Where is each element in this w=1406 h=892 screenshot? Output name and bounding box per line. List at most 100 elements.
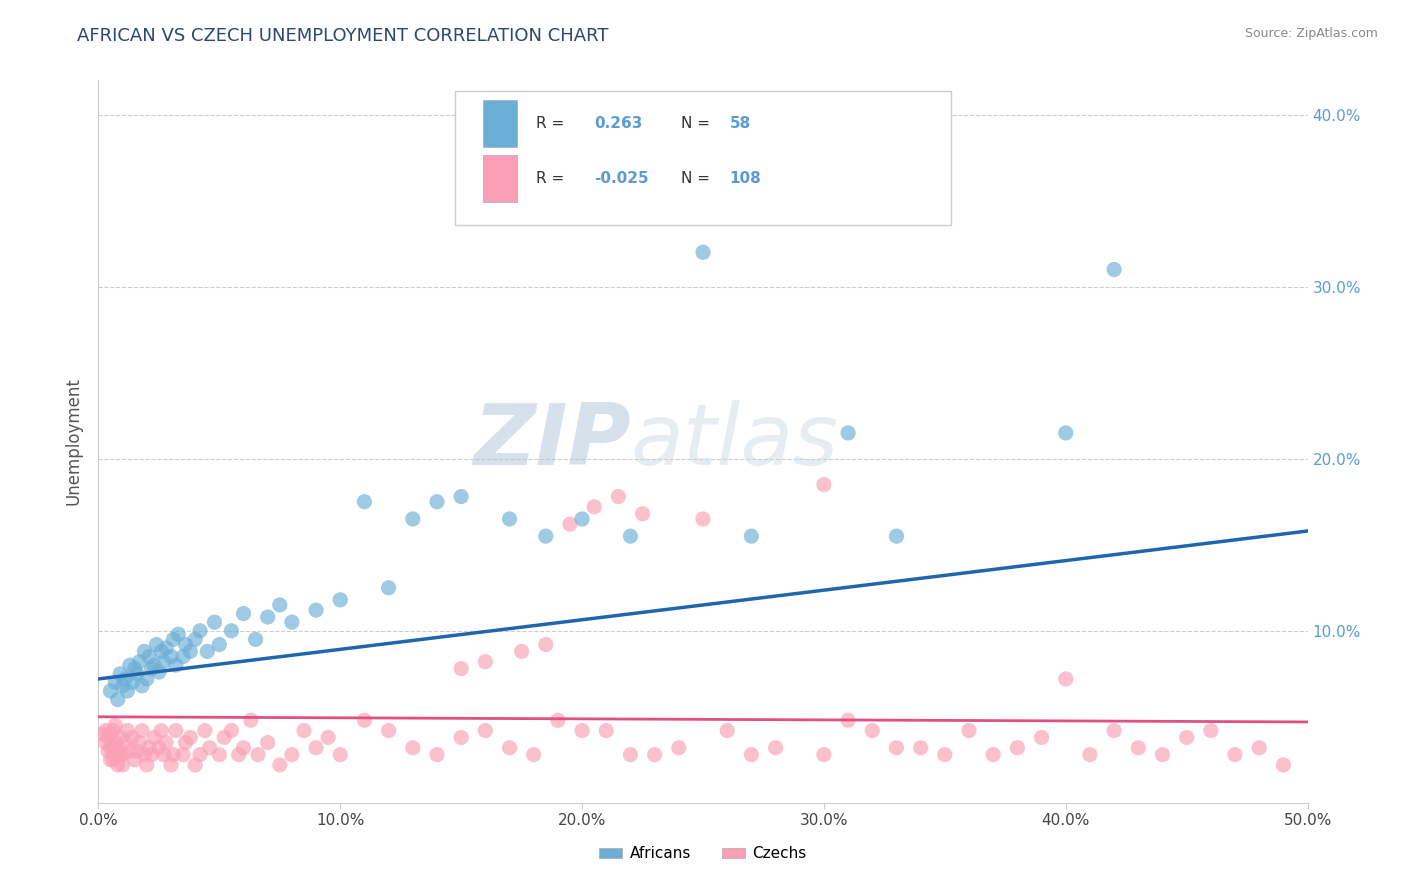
Point — [239, 713, 262, 727]
Point — [716, 723, 738, 738]
Point — [1223, 747, 1246, 762]
Point — [426, 494, 449, 508]
Text: R =: R = — [536, 170, 564, 186]
Point — [165, 723, 187, 738]
Point — [150, 723, 173, 738]
Point — [221, 723, 243, 738]
Point — [208, 747, 231, 762]
Point — [402, 740, 425, 755]
Point — [740, 529, 762, 543]
Point — [837, 425, 859, 440]
Point — [94, 735, 117, 749]
Point — [150, 644, 173, 658]
Point — [269, 598, 291, 612]
Point — [668, 740, 690, 755]
Point — [957, 723, 980, 738]
Point — [100, 753, 122, 767]
Point — [498, 740, 520, 755]
Point — [353, 494, 375, 508]
Point — [94, 723, 117, 738]
Point — [155, 735, 177, 749]
Point — [174, 735, 197, 749]
Point — [128, 735, 150, 749]
Point — [184, 758, 207, 772]
Point — [498, 512, 520, 526]
Point — [194, 723, 217, 738]
Point — [1175, 731, 1198, 745]
Point — [281, 747, 304, 762]
Point — [1078, 747, 1101, 762]
Point — [174, 638, 197, 652]
Point — [558, 517, 581, 532]
Point — [111, 758, 134, 772]
Point — [127, 744, 149, 758]
Point — [837, 713, 859, 727]
Text: 0.263: 0.263 — [595, 116, 643, 131]
Point — [256, 735, 278, 749]
Point — [981, 747, 1004, 762]
Point — [107, 758, 129, 772]
Point — [292, 723, 315, 738]
Point — [111, 747, 134, 762]
Point — [316, 731, 339, 745]
Point — [107, 740, 129, 755]
Point — [256, 610, 278, 624]
Point — [619, 529, 641, 543]
Point — [377, 723, 399, 738]
Point — [305, 740, 328, 755]
Point — [104, 747, 127, 762]
Point — [1128, 740, 1150, 755]
Text: R =: R = — [536, 116, 564, 131]
Point — [765, 740, 787, 755]
Point — [155, 640, 177, 655]
Point — [117, 684, 139, 698]
Point — [631, 507, 654, 521]
Point — [124, 753, 146, 767]
Point — [571, 723, 593, 738]
Point — [91, 727, 114, 741]
Point — [934, 747, 956, 762]
Point — [426, 747, 449, 762]
Point — [111, 679, 134, 693]
Point — [118, 658, 141, 673]
Point — [114, 672, 136, 686]
Point — [124, 662, 146, 676]
Point — [104, 735, 127, 749]
Point — [692, 512, 714, 526]
Point — [121, 675, 143, 690]
Point — [160, 758, 183, 772]
Point — [152, 747, 174, 762]
Point — [1007, 740, 1029, 755]
Point — [228, 747, 250, 762]
Point — [97, 744, 120, 758]
Point — [131, 679, 153, 693]
Point — [571, 512, 593, 526]
Point — [245, 632, 267, 647]
Point — [188, 747, 211, 762]
Point — [114, 735, 136, 749]
Point — [121, 731, 143, 745]
Point — [165, 658, 187, 673]
Point — [886, 529, 908, 543]
Text: ZIP: ZIP — [472, 400, 630, 483]
Point — [198, 740, 221, 755]
Point — [188, 624, 211, 638]
Point — [195, 644, 218, 658]
Point — [523, 747, 546, 762]
Point — [141, 662, 163, 676]
Bar — [482, 100, 517, 147]
Point — [247, 747, 270, 762]
Text: 108: 108 — [730, 170, 762, 186]
Point — [1054, 672, 1077, 686]
Point — [232, 607, 254, 621]
Point — [281, 615, 304, 630]
Point — [910, 740, 932, 755]
Point — [162, 747, 184, 762]
Point — [101, 753, 124, 767]
Point — [450, 731, 472, 745]
Point — [377, 581, 399, 595]
Text: Source: ZipAtlas.com: Source: ZipAtlas.com — [1244, 27, 1378, 40]
FancyBboxPatch shape — [456, 91, 950, 225]
Point — [886, 740, 908, 755]
Point — [143, 731, 166, 745]
